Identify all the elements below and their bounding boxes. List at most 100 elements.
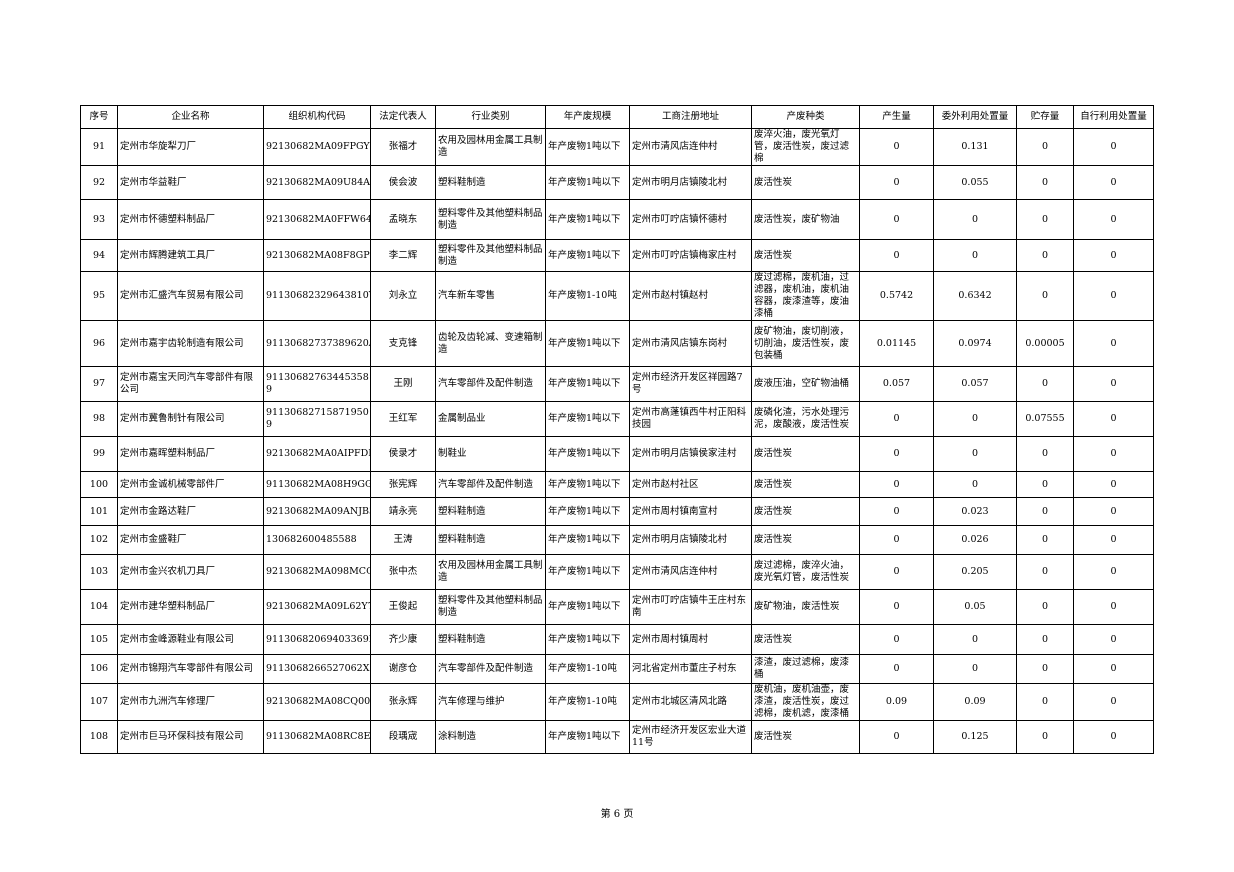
cell-generated-amount: 0: [859, 589, 934, 625]
cell-address: 定州市清风店连仲村: [629, 554, 752, 590]
cell-waste-types: 废活性炭: [751, 497, 860, 526]
cell-outsourced-amount: 0: [933, 436, 1017, 472]
header-industry: 行业类别: [435, 105, 546, 129]
cell-company-name: 定州市金峰源鞋业有限公司: [117, 624, 264, 655]
cell-generated-amount: 0.01145: [859, 320, 934, 367]
cell-seq: 97: [80, 366, 118, 402]
cell-address: 定州市经济开发区祥园路7号: [629, 366, 752, 402]
cell-industry: 汽车零部件及配件制造: [435, 366, 546, 402]
cell-seq: 105: [80, 624, 118, 655]
cell-outsourced-amount: 0: [933, 654, 1017, 684]
cell-seq: 91: [80, 128, 118, 166]
cell-org-code: 130682600485588: [263, 525, 371, 555]
cell-industry: 塑料零件及其他塑料制品制造: [435, 589, 546, 625]
cell-outsourced-amount: 0.6342: [933, 271, 1017, 321]
cell-waste-types: 废矿物油，废活性炭: [751, 589, 860, 625]
cell-generated-amount: 0: [859, 199, 934, 240]
cell-self-disposed-amount: 0: [1073, 720, 1154, 754]
cell-generated-amount: 0: [859, 471, 934, 498]
cell-seq: 93: [80, 199, 118, 240]
cell-stored-amount: 0: [1016, 165, 1074, 200]
cell-address: 定州市经济开发区宏业大道11号: [629, 720, 752, 754]
cell-org-code: 91130682715871950 9: [263, 401, 371, 437]
header-self-disposed-amount: 自行利用处置量: [1073, 105, 1154, 129]
cell-legal-rep: 李二辉: [370, 239, 436, 272]
cell-waste-scale: 年产废物1吨以下: [545, 554, 630, 590]
cell-legal-rep: 支克锋: [370, 320, 436, 367]
cell-address: 定州市明月店镇陵北村: [629, 165, 752, 200]
cell-company-name: 定州市金盛鞋厂: [117, 525, 264, 555]
cell-seq: 103: [80, 554, 118, 590]
cell-outsourced-amount: 0.026: [933, 525, 1017, 555]
cell-waste-types: 废矿物油，废切削液，切削油，废活性炭，废包装桶: [751, 320, 860, 367]
table-row: 100定州市金诚机械零部件厂91130682MA08H9GG4J张宪辉汽车零部件…: [80, 471, 1154, 498]
cell-waste-types: 废活性炭: [751, 239, 860, 272]
cell-generated-amount: 0: [859, 436, 934, 472]
cell-waste-scale: 年产废物1吨以下: [545, 720, 630, 754]
cell-legal-rep: 孟晓东: [370, 199, 436, 240]
cell-outsourced-amount: 0.125: [933, 720, 1017, 754]
cell-outsourced-amount: 0.0974: [933, 320, 1017, 367]
cell-org-code: 92130682MA08CQ000D: [263, 683, 371, 721]
cell-waste-scale: 年产废物1吨以下: [545, 401, 630, 437]
cell-generated-amount: 0: [859, 720, 934, 754]
cell-generated-amount: 0: [859, 239, 934, 272]
cell-stored-amount: 0: [1016, 239, 1074, 272]
cell-self-disposed-amount: 0: [1073, 624, 1154, 655]
cell-org-code: 91130682329643810Y: [263, 271, 371, 321]
cell-waste-types: 废机油，废机油壶，废漆渣，废活性炭，废过滤棉，废机滤，废漆桶: [751, 683, 860, 721]
cell-seq: 106: [80, 654, 118, 684]
cell-waste-types: 废过滤棉，废淬火油，废光氧灯管，废活性炭: [751, 554, 860, 590]
cell-industry: 塑料鞋制造: [435, 624, 546, 655]
cell-waste-types: 废淬火油，废光氧灯管，废活性炭，废过滤棉: [751, 128, 860, 166]
cell-waste-scale: 年产废物1吨以下: [545, 497, 630, 526]
cell-legal-rep: 张福才: [370, 128, 436, 166]
cell-industry: 汽车新车零售: [435, 271, 546, 321]
cell-self-disposed-amount: 0: [1073, 165, 1154, 200]
cell-stored-amount: 0: [1016, 554, 1074, 590]
cell-company-name: 定州市华益鞋厂: [117, 165, 264, 200]
cell-industry: 汽车零部件及配件制造: [435, 654, 546, 684]
cell-generated-amount: 0: [859, 624, 934, 655]
cell-waste-types: 废活性炭: [751, 436, 860, 472]
cell-outsourced-amount: 0.057: [933, 366, 1017, 402]
cell-waste-scale: 年产废物1吨以下: [545, 589, 630, 625]
cell-outsourced-amount: 0.055: [933, 165, 1017, 200]
cell-waste-scale: 年产废物1-10吨: [545, 271, 630, 321]
cell-generated-amount: 0: [859, 525, 934, 555]
cell-legal-rep: 靖永亮: [370, 497, 436, 526]
cell-address: 定州市赵村社区: [629, 471, 752, 498]
cell-org-code: 92130682MA0FFW640R: [263, 199, 371, 240]
cell-self-disposed-amount: 0: [1073, 271, 1154, 321]
cell-address: 定州市明月店镇陵北村: [629, 525, 752, 555]
cell-stored-amount: 0: [1016, 525, 1074, 555]
cell-legal-rep: 刘永立: [370, 271, 436, 321]
cell-seq: 95: [80, 271, 118, 321]
cell-company-name: 定州市金兴农机刀具厂: [117, 554, 264, 590]
cell-waste-types: 漆渣，废过滤棉，废漆桶: [751, 654, 860, 684]
table-row: 101定州市金路达鞋厂92130682MA09ANJB3W靖永亮塑料鞋制造年产废…: [80, 497, 1154, 526]
cell-address: 定州市高蓬镇西牛村正阳科技园: [629, 401, 752, 437]
cell-legal-rep: 张中杰: [370, 554, 436, 590]
cell-waste-types: 废活性炭，废矿物油: [751, 199, 860, 240]
cell-seq: 96: [80, 320, 118, 367]
cell-address: 定州市赵村镇赵村: [629, 271, 752, 321]
cell-address: 定州市北城区清风北路: [629, 683, 752, 721]
cell-address: 定州市明月店镇侯家洼村: [629, 436, 752, 472]
cell-generated-amount: 0.5742: [859, 271, 934, 321]
cell-company-name: 定州市巨马环保科技有限公司: [117, 720, 264, 754]
cell-self-disposed-amount: 0: [1073, 366, 1154, 402]
cell-waste-scale: 年产废物1-10吨: [545, 654, 630, 684]
cell-industry: 塑料零件及其他塑料制品制造: [435, 199, 546, 240]
cell-seq: 108: [80, 720, 118, 754]
page-number: 第 6 页: [600, 809, 634, 820]
table-row: 93定州市怀德塑料制品厂92130682MA0FFW640R孟晓东塑料零件及其他…: [80, 199, 1154, 240]
table-row: 92定州市华益鞋厂92130682MA09U84A8A侯会波塑料鞋制造年产废物1…: [80, 165, 1154, 200]
cell-generated-amount: 0.09: [859, 683, 934, 721]
cell-stored-amount: 0: [1016, 436, 1074, 472]
cell-org-code: 92130682MA09FPGY59: [263, 128, 371, 166]
cell-outsourced-amount: 0.09: [933, 683, 1017, 721]
cell-industry: 农用及园林用金属工具制造: [435, 128, 546, 166]
cell-self-disposed-amount: 0: [1073, 239, 1154, 272]
cell-stored-amount: 0: [1016, 720, 1074, 754]
